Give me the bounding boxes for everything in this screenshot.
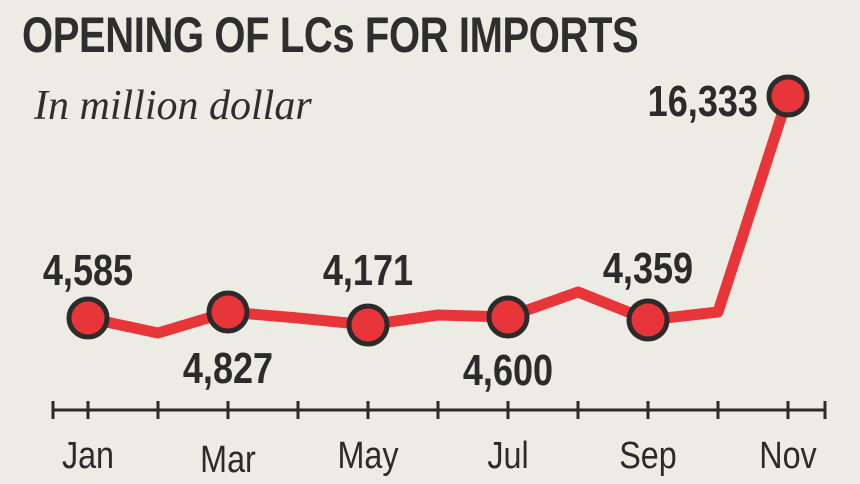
- data-label-jan: 4,585: [43, 246, 133, 295]
- chart-title: OPENING OF LCs FOR IMPORTS: [22, 7, 639, 63]
- data-label-may: 4,171: [323, 246, 413, 295]
- x-tick-label: Mar: [200, 439, 256, 481]
- data-point-nov: [766, 74, 810, 118]
- chart-subtitle: In million dollar: [34, 83, 312, 129]
- x-tick-label: Jul: [487, 435, 528, 477]
- data-point-sep: [626, 298, 670, 342]
- x-tick-label: Nov: [759, 435, 817, 477]
- x-tick-label: May: [338, 435, 399, 477]
- series-line: [82, 90, 794, 339]
- data-label-mar: 4,827: [183, 344, 273, 393]
- data-label-jul: 4,600: [463, 346, 553, 395]
- data-point-mar: [206, 290, 250, 334]
- data-label-sep: 4,359: [603, 244, 693, 293]
- data-point-may: [346, 303, 390, 347]
- data-label-nov: 16,333: [648, 77, 758, 126]
- x-tick-label: Sep: [619, 435, 676, 477]
- data-point-jul: [486, 295, 530, 339]
- data-point-jan: [66, 296, 110, 340]
- x-tick-label: Jan: [62, 435, 114, 477]
